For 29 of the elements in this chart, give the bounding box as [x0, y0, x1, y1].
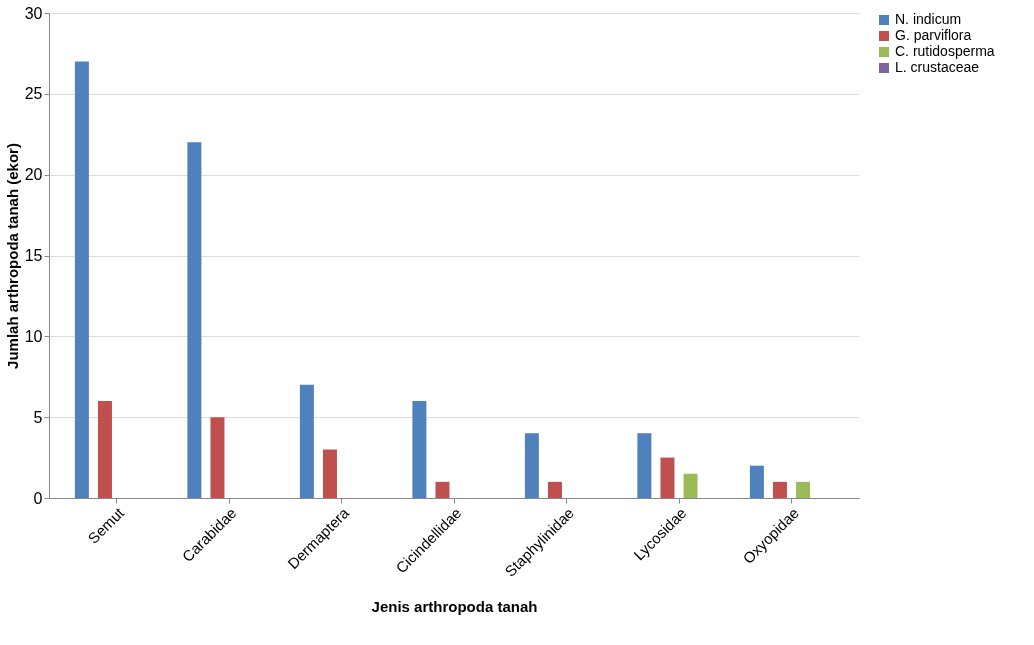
y-tick-label: 10	[24, 327, 43, 345]
bar	[524, 433, 539, 498]
legend-label: C. rutidosperma	[895, 43, 995, 59]
y-tick-label: 0	[33, 489, 43, 507]
bar	[796, 481, 811, 498]
y-tick-label: 20	[24, 166, 43, 184]
bar	[74, 61, 89, 498]
bar	[299, 384, 314, 498]
bar	[187, 142, 202, 498]
y-axis-title: Jumlah arthropoda tanah (ekor)	[3, 143, 21, 369]
legend-label: G. parviflora	[895, 27, 972, 43]
bar	[210, 417, 225, 498]
bar	[322, 449, 337, 498]
bar	[435, 481, 450, 498]
bar	[772, 481, 787, 498]
bar	[683, 473, 698, 498]
legend-label: N. indicum	[895, 11, 962, 27]
bar	[412, 401, 427, 498]
bar	[749, 465, 764, 498]
bar	[547, 481, 562, 498]
legend-label: L. crustaceae	[895, 59, 980, 75]
y-tick-label: 25	[24, 85, 43, 103]
x-axis-title: Jenis arthropoda tanah	[371, 597, 538, 615]
bar	[97, 401, 112, 498]
y-tick-label: 30	[24, 4, 43, 22]
bar	[637, 433, 652, 498]
y-tick-label: 5	[33, 408, 43, 426]
bar	[660, 457, 675, 498]
y-tick-label: 15	[24, 247, 43, 264]
